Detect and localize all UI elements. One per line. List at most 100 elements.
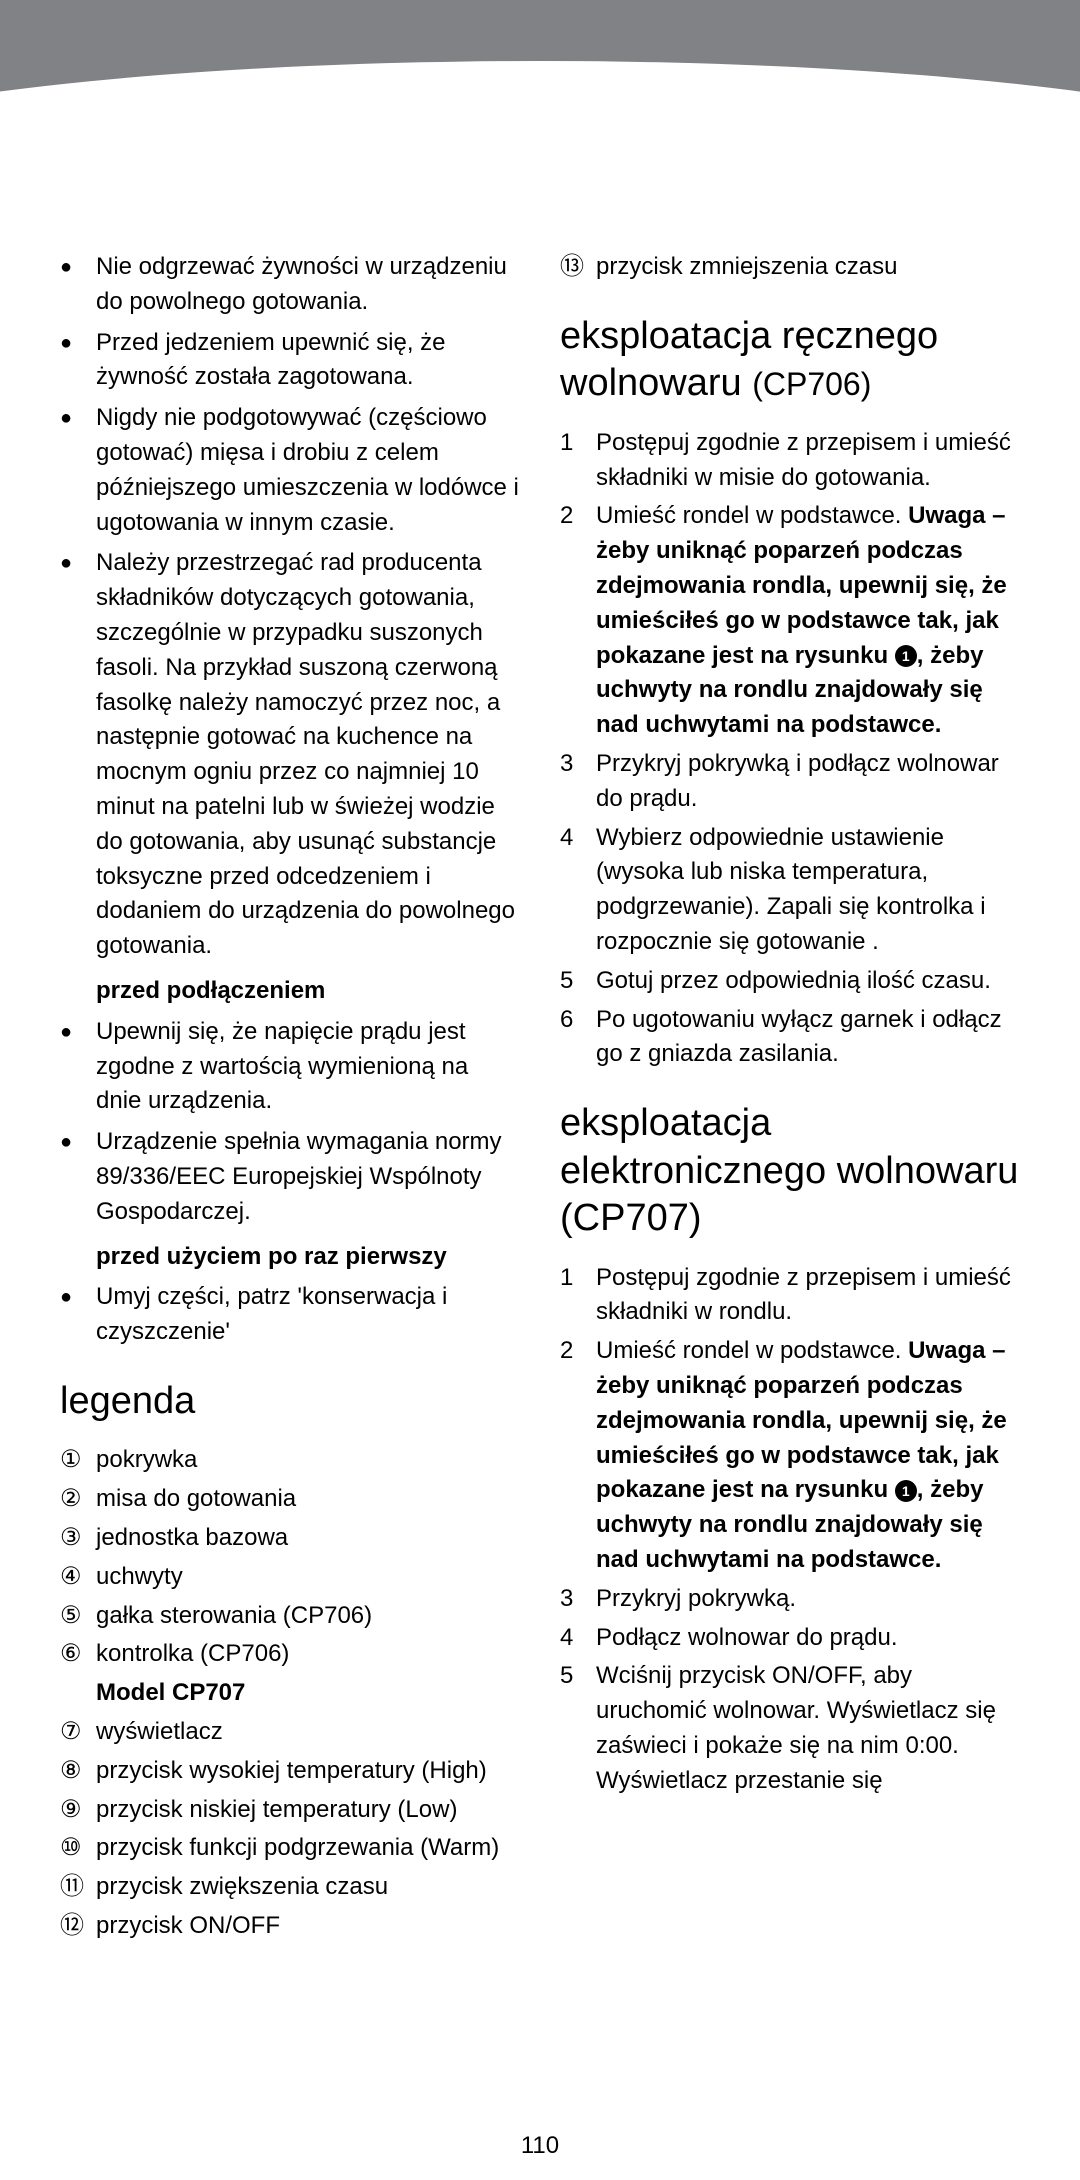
list-item: ⑥kontrolka (CP706) (60, 1637, 520, 1672)
item-text: przycisk zwiększenia czasu (96, 1870, 520, 1905)
item-text: Umieść rondel w podstawce. Uwaga – żeby … (596, 499, 1020, 743)
section-title-electronic: eksploatacja elektronicznego wolnowaru (… (560, 1100, 1020, 1243)
list-item: ●Nigdy nie podgotowywać (częściowo gotow… (60, 401, 520, 540)
bullet-icon: ● (60, 1015, 96, 1119)
before-connect-list: ●Upewnij się, że napięcie prądu jest zgo… (60, 1015, 520, 1230)
warning-bold: Uwaga – żeby uniknąć poparzeń podczas zd… (596, 1337, 1007, 1573)
circled-number-icon: ⑤ (60, 1599, 96, 1634)
title-model: (CP706) (752, 366, 871, 402)
item-text: przycisk funkcji podgrzewania (Warm) (96, 1831, 520, 1866)
circled-number-icon: ⑥ (60, 1637, 96, 1672)
circled-number-icon: ⑩ (60, 1831, 96, 1866)
item-text: pokrywka (96, 1443, 520, 1478)
step-number: 6 (560, 1003, 596, 1073)
step-number: 1 (560, 426, 596, 496)
item-text: Przed jedzeniem upewnić się, że żywność … (96, 326, 520, 396)
list-item: ①pokrywka (60, 1443, 520, 1478)
subhead-before-connect: przed podłączeniem (96, 974, 520, 1009)
step-number: 3 (560, 747, 596, 817)
warning-bold: Uwaga – żeby uniknąć poparzeń podczas zd… (596, 502, 1007, 738)
list-item: ⑪przycisk zwiększenia czasu (60, 1870, 520, 1905)
list-item: ③jednostka bazowa (60, 1521, 520, 1556)
list-item: 5Gotuj przez odpowiednią ilość czasu. (560, 964, 1020, 999)
circled-number-icon: ① (60, 1443, 96, 1478)
list-item: ⑬przycisk zmniejszenia czasu (560, 250, 1020, 285)
list-item: 2Umieść rondel w podstawce. Uwaga – żeby… (560, 499, 1020, 743)
list-item: ⑤gałka sterowania (CP706) (60, 1599, 520, 1634)
bullet-icon: ● (60, 250, 96, 320)
item-text: Urządzenie spełnia wymagania normy 89/33… (96, 1125, 520, 1229)
circled-number-icon: ⑨ (60, 1793, 96, 1828)
bullet-icon: ● (60, 1125, 96, 1229)
header-wave (0, 0, 1080, 180)
item-text: misa do gotowania (96, 1482, 520, 1517)
legend-title: legenda (60, 1378, 520, 1426)
item-text: kontrolka (CP706) (96, 1637, 520, 1672)
circled-number-icon: ④ (60, 1560, 96, 1595)
bullet-icon: ● (60, 546, 96, 964)
item-text: Wciśnij przycisk ON/OFF, aby uruchomić w… (596, 1659, 1020, 1798)
figure-badge-icon: 1 (895, 645, 917, 667)
item-text: Wybierz odpowiednie ustawienie (wysoka l… (596, 821, 1020, 960)
list-item: 3Przykryj pokrywką. (560, 1582, 1020, 1617)
list-item: 1Postępuj zgodnie z przepisem i umieść s… (560, 426, 1020, 496)
step-number: 2 (560, 499, 596, 743)
list-item: ●Urządzenie spełnia wymagania normy 89/3… (60, 1125, 520, 1229)
circled-number-icon: ③ (60, 1521, 96, 1556)
warnings-list: ●Nie odgrzewać żywności w urządzeniu do … (60, 250, 520, 964)
section-title-manual: eksploatacja ręcznego wolnowaru (CP706) (560, 313, 1020, 408)
list-item: 2Umieść rondel w podstawce. Uwaga – żeby… (560, 1334, 1020, 1578)
list-item: ●Nie odgrzewać żywności w urządzeniu do … (60, 250, 520, 320)
page-number: 110 (0, 2132, 1080, 2160)
list-item: ●Upewnij się, że napięcie prądu jest zgo… (60, 1015, 520, 1119)
list-item: ⑨przycisk niskiej temperatury (Low) (60, 1793, 520, 1828)
item-text: przycisk niskiej temperatury (Low) (96, 1793, 520, 1828)
item-text: uchwyty (96, 1560, 520, 1595)
content-columns: ●Nie odgrzewać żywności w urządzeniu do … (0, 180, 1080, 1968)
manual-steps: 1Postępuj zgodnie z przepisem i umieść s… (560, 426, 1020, 1072)
list-item: 5Wciśnij przycisk ON/OFF, aby uruchomić … (560, 1659, 1020, 1798)
item-text: przycisk wysokiej temperatury (High) (96, 1754, 520, 1789)
list-item: 1Postępuj zgodnie z przepisem i umieść s… (560, 1261, 1020, 1331)
list-item: ●Umyj części, patrz 'konserwacja i czysz… (60, 1280, 520, 1350)
list-item: ●Przed jedzeniem upewnić się, że żywność… (60, 326, 520, 396)
item-text: Po ugotowaniu wyłącz garnek i odłącz go … (596, 1003, 1020, 1073)
circled-number-icon: ② (60, 1482, 96, 1517)
list-item: 6Po ugotowaniu wyłącz garnek i odłącz go… (560, 1003, 1020, 1073)
item-text: przycisk zmniejszenia czasu (596, 250, 1020, 285)
list-item: 4Podłącz wolnowar do prądu. (560, 1621, 1020, 1656)
step-number: 1 (560, 1261, 596, 1331)
step-text: Umieść rondel w podstawce. (596, 1337, 901, 1364)
circled-number-icon: ⑬ (560, 250, 596, 285)
left-column: ●Nie odgrzewać żywności w urządzeniu do … (60, 250, 520, 1948)
item-text: Nigdy nie podgotowywać (częściowo gotowa… (96, 401, 520, 540)
right-column: ⑬przycisk zmniejszenia czasu eksploatacj… (560, 250, 1020, 1948)
subhead-first-use: przed użyciem po raz pierwszy (96, 1240, 520, 1275)
list-item: ⑦wyświetlacz (60, 1715, 520, 1750)
circled-number-icon: ⑫ (60, 1909, 96, 1944)
item-text: wyświetlacz (96, 1715, 520, 1750)
step-number: 4 (560, 821, 596, 960)
circled-number-icon: ⑪ (60, 1870, 96, 1905)
step-text: Umieść rondel w podstawce. (596, 502, 901, 529)
item-text: jednostka bazowa (96, 1521, 520, 1556)
list-item: ②misa do gotowania (60, 1482, 520, 1517)
list-item: 4Wybierz odpowiednie ustawienie (wysoka … (560, 821, 1020, 960)
step-number: 5 (560, 1659, 596, 1798)
item-text: Postępuj zgodnie z przepisem i umieść sk… (596, 426, 1020, 496)
legend-list: ①pokrywka ②misa do gotowania ③jednostka … (60, 1443, 520, 1672)
item-text: Upewnij się, że napięcie prądu jest zgod… (96, 1015, 520, 1119)
bullet-icon: ● (60, 401, 96, 540)
item-text: Przykryj pokrywką i podłącz wolnowar do … (596, 747, 1020, 817)
step-number: 5 (560, 964, 596, 999)
title-text: eksploatacja ręcznego wolnowaru (560, 315, 938, 405)
figure-badge-icon: 1 (895, 1480, 917, 1502)
electronic-steps: 1Postępuj zgodnie z przepisem i umieść s… (560, 1261, 1020, 1799)
item-text: Gotuj przez odpowiednią ilość czasu. (596, 964, 1020, 999)
item-text: Nie odgrzewać żywności w urządzeniu do p… (96, 250, 520, 320)
item-text: Umieść rondel w podstawce. Uwaga – żeby … (596, 1334, 1020, 1578)
list-item: ④uchwyty (60, 1560, 520, 1595)
circled-number-icon: ⑧ (60, 1754, 96, 1789)
list-item: 3Przykryj pokrywką i podłącz wolnowar do… (560, 747, 1020, 817)
first-use-list: ●Umyj części, patrz 'konserwacja i czysz… (60, 1280, 520, 1350)
